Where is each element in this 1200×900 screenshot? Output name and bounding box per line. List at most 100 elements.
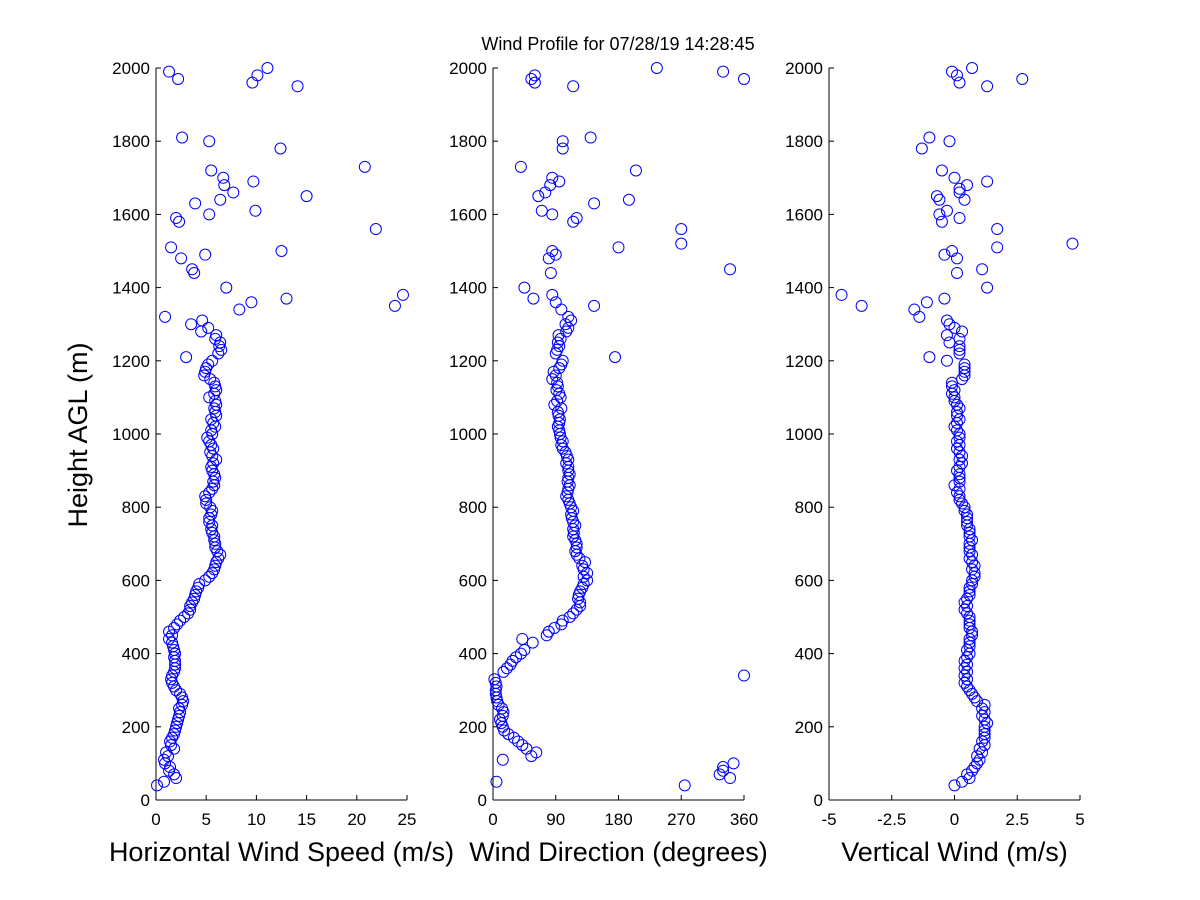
data-point xyxy=(963,530,976,543)
data-point xyxy=(717,764,730,777)
data-point xyxy=(943,135,956,148)
data-point xyxy=(963,523,976,536)
data-point xyxy=(158,753,171,766)
data-point xyxy=(553,175,566,188)
data-point xyxy=(945,65,958,78)
data-point xyxy=(214,193,227,206)
data-point xyxy=(958,669,971,682)
x-axis-label-speed: Horizontal Wind Speed (m/s) xyxy=(109,837,454,867)
data-point xyxy=(567,215,580,228)
data-point xyxy=(915,142,928,155)
data-point xyxy=(552,409,565,422)
data-point xyxy=(923,351,936,364)
data-point xyxy=(559,446,572,459)
y-tick-label-direction: 1800 xyxy=(449,132,487,151)
y-tick-label-speed: 600 xyxy=(122,571,150,590)
data-point xyxy=(738,72,750,85)
data-point xyxy=(535,204,548,217)
data-point xyxy=(516,739,529,752)
data-point xyxy=(551,336,564,349)
data-point xyxy=(168,621,181,634)
data-point xyxy=(542,252,555,265)
data-point xyxy=(549,248,562,261)
data-point xyxy=(512,735,525,748)
data-point xyxy=(203,135,216,148)
data-point xyxy=(629,164,642,177)
data-point xyxy=(203,208,216,221)
data-point xyxy=(963,618,976,631)
data-point xyxy=(554,431,567,444)
data-point xyxy=(953,347,966,360)
y-tick-label-vertical: 1400 xyxy=(785,279,823,298)
data-point xyxy=(951,442,964,455)
data-point xyxy=(948,384,961,397)
data-point xyxy=(981,175,994,188)
data-point xyxy=(940,329,953,342)
data-point xyxy=(938,292,951,305)
data-point xyxy=(951,424,964,437)
data-point xyxy=(588,197,601,210)
data-point xyxy=(956,373,969,386)
data-point xyxy=(151,779,164,792)
data-point xyxy=(206,354,219,367)
data-point xyxy=(963,640,976,653)
data-point xyxy=(923,131,936,144)
data-point xyxy=(546,171,559,184)
data-point xyxy=(1066,237,1079,250)
data-point xyxy=(958,662,971,675)
data-point xyxy=(963,545,976,558)
data-point xyxy=(573,552,586,565)
data-point xyxy=(953,446,966,459)
data-point xyxy=(966,563,979,576)
data-point xyxy=(556,135,569,148)
data-point xyxy=(724,772,737,785)
data-point xyxy=(961,680,974,693)
y-tick-label-direction: 1600 xyxy=(449,205,487,224)
y-tick-label-speed: 1200 xyxy=(112,352,150,371)
y-tick-label-vertical: 1000 xyxy=(785,425,823,444)
y-tick-label-vertical: 0 xyxy=(814,791,823,810)
data-point xyxy=(961,651,974,664)
data-point xyxy=(208,534,221,547)
y-tick-label-vertical: 1800 xyxy=(785,132,823,151)
data-point xyxy=(958,362,971,375)
data-point xyxy=(953,76,966,89)
data-point xyxy=(958,365,971,378)
data-point xyxy=(958,603,971,616)
x-tick-label-direction: 90 xyxy=(546,810,565,829)
data-point xyxy=(951,406,964,419)
x-tick-label-speed: 5 xyxy=(201,810,210,829)
points-speed xyxy=(151,62,409,792)
data-point xyxy=(961,600,974,613)
data-point xyxy=(158,775,171,788)
data-point xyxy=(963,526,976,539)
data-point xyxy=(217,171,230,184)
data-point xyxy=(953,468,966,481)
data-point xyxy=(953,212,966,225)
data-point xyxy=(199,574,212,587)
data-point xyxy=(953,453,966,466)
data-point xyxy=(291,80,304,93)
y-tick-label-speed: 800 xyxy=(122,498,150,517)
data-point xyxy=(275,245,288,257)
data-point xyxy=(546,208,559,221)
data-point xyxy=(207,457,220,470)
data-point xyxy=(514,647,527,660)
data-point xyxy=(358,160,371,173)
data-point xyxy=(249,204,262,217)
data-point xyxy=(175,252,188,265)
panel-vertical: 0 200 400 600 800 1000 1200 1400 1600 1800 2000 -5 -… xyxy=(785,59,1085,867)
data-point xyxy=(546,245,559,257)
data-point xyxy=(724,263,737,276)
data-point xyxy=(210,453,223,466)
data-point xyxy=(588,299,601,312)
data-point xyxy=(963,585,976,598)
data-point xyxy=(261,62,274,74)
data-point xyxy=(184,603,197,616)
data-point xyxy=(584,131,597,144)
data-point xyxy=(953,332,966,345)
data-point xyxy=(948,171,961,184)
